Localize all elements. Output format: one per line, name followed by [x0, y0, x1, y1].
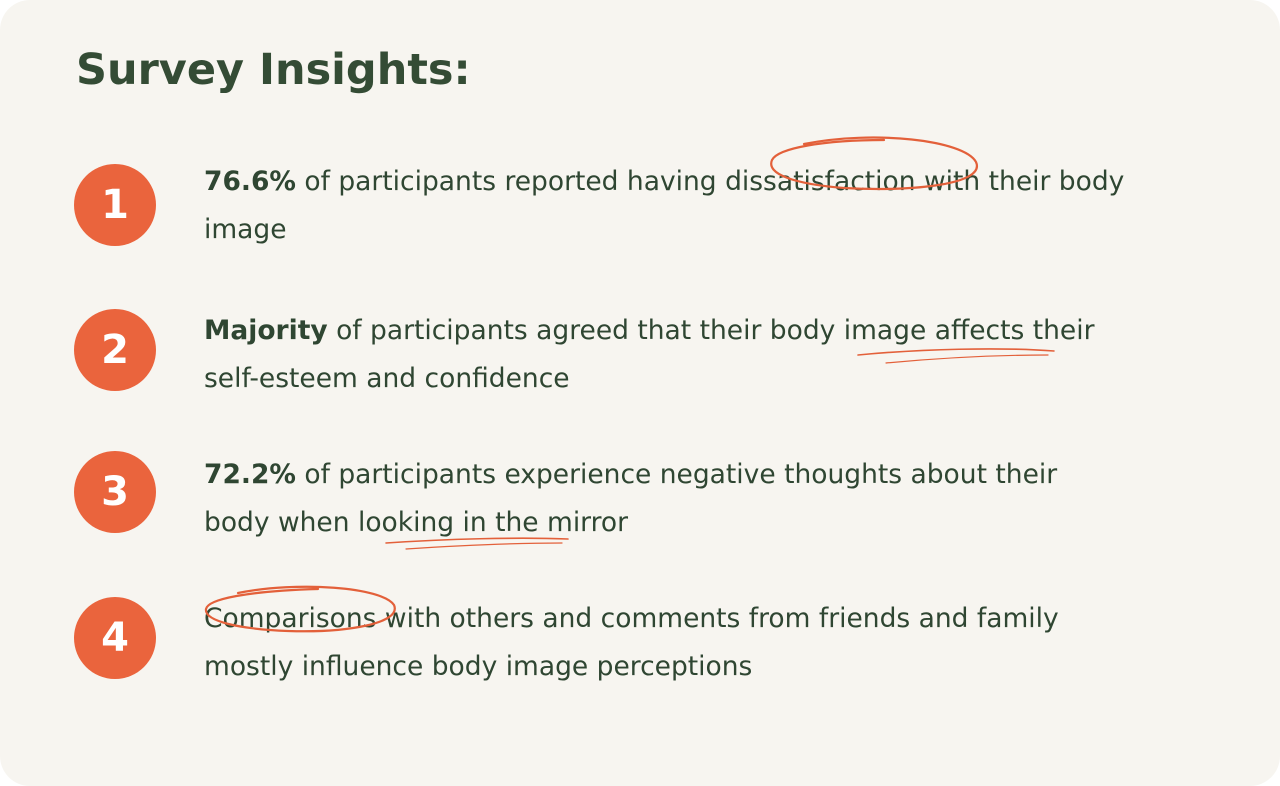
underlined-phrase: body image affects: [769, 315, 1025, 346]
insight-item-4: 4 Comparisons with others and comments f…: [0, 585, 1280, 715]
number-badge-1: 1: [74, 164, 156, 246]
insight-item-3: 3 72.2% of participants experience negat…: [0, 451, 1280, 571]
underlined-phrase: looking in the: [357, 507, 539, 538]
insight-text-1: 76.6% of participants reported having di…: [204, 166, 1125, 245]
number-badge-2: 2: [74, 309, 156, 391]
number-badge-3: 3: [74, 451, 156, 533]
insight-text-2: Majority of participants agreed that the…: [204, 315, 1095, 394]
insight-highlight: 76.6%: [204, 166, 296, 197]
insight-highlight: Majority: [204, 315, 328, 346]
circled-word: Comparisons: [204, 603, 377, 634]
insight-item-2: 2 Majority of participants agreed that t…: [0, 307, 1280, 427]
circled-word: dissatisfaction: [725, 166, 916, 197]
page-title: Survey Insights:: [76, 45, 471, 95]
insight-highlight: 72.2%: [204, 459, 296, 490]
insight-text-3: 72.2% of participants experience negativ…: [204, 459, 1058, 538]
insight-text-4: Comparisons with others and comments fro…: [204, 603, 1059, 682]
number-badge-4: 4: [74, 597, 156, 679]
insight-item-1: 1 76.6% of participants reported having …: [0, 136, 1280, 278]
